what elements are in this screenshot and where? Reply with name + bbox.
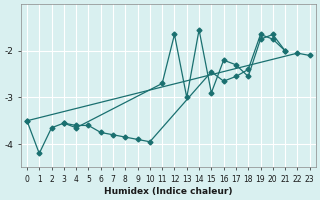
X-axis label: Humidex (Indice chaleur): Humidex (Indice chaleur) xyxy=(104,187,233,196)
